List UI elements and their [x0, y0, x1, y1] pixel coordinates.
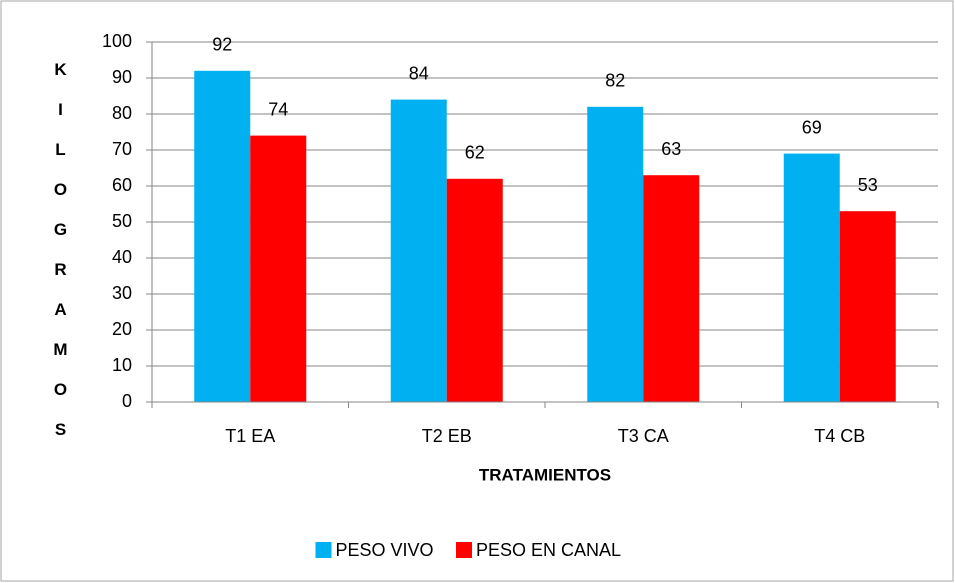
data-label: 84: [409, 63, 429, 83]
legend-label: PESO VIVO: [336, 540, 434, 560]
y-tick-label: 40: [112, 247, 132, 267]
data-label: 63: [661, 139, 681, 159]
x-tick-label: T3 CA: [618, 426, 669, 446]
x-tick-label: T4 CB: [814, 426, 865, 446]
data-label: 69: [802, 117, 822, 137]
bar: [390, 99, 447, 402]
y-tick-label: 60: [112, 175, 132, 195]
data-label: 74: [268, 99, 288, 119]
bar: [587, 106, 644, 403]
legend-swatch: [315, 542, 332, 558]
x-tick-label: T2 EB: [422, 426, 472, 446]
data-label: 92: [212, 35, 232, 55]
x-axis-label: TRATAMIENTOS: [479, 465, 611, 484]
bar: [194, 70, 251, 403]
bar: [643, 175, 700, 402]
data-label: 62: [465, 143, 485, 163]
y-tick-label: 80: [112, 103, 132, 123]
legend-swatch: [456, 542, 472, 558]
y-tick-label: 70: [112, 139, 132, 159]
y-tick-label: 50: [112, 211, 132, 231]
x-tick-label: T1 EA: [225, 426, 275, 446]
y-tick-label: 10: [112, 355, 132, 375]
y-tick-label: 100: [102, 31, 132, 51]
y-axis-label: KILOGRAMOS: [51, 60, 70, 460]
bar: [839, 211, 896, 402]
y-tick-label: 20: [112, 319, 132, 339]
bar: [783, 153, 840, 402]
y-tick-label: 30: [112, 283, 132, 303]
y-tick-label: 90: [112, 67, 132, 87]
y-tick-label: 0: [122, 391, 132, 411]
data-label: 53: [858, 175, 878, 195]
legend-label: PESO EN CANAL: [476, 540, 621, 560]
data-label: 82: [605, 71, 625, 91]
bar: [446, 178, 503, 402]
bar: [250, 135, 307, 402]
